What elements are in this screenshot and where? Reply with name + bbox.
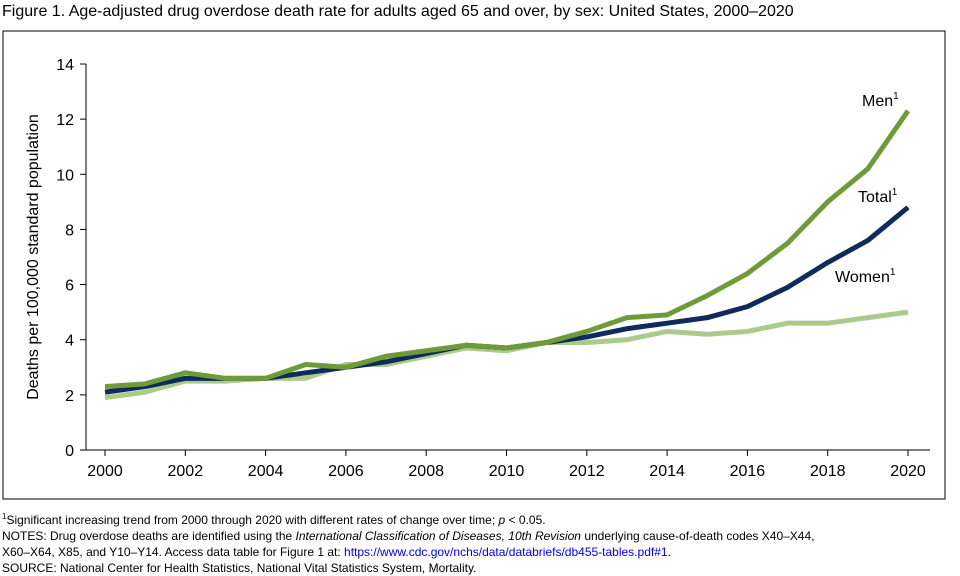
- y-tick-label: 4: [65, 333, 74, 350]
- series-name: Women: [835, 269, 890, 286]
- chart-title: Figure 1. Age-adjusted drug overdose dea…: [2, 3, 794, 20]
- series-label-marker: 1: [892, 187, 898, 198]
- y-tick-label: 12: [56, 112, 74, 129]
- note: SOURCE: National Center for Health Stati…: [2, 561, 476, 575]
- x-tick-label: 2000: [87, 463, 123, 480]
- y-tick-label: 14: [56, 57, 74, 74]
- series-label: Total1: [858, 187, 898, 206]
- series-line: [104, 205, 910, 395]
- chart-frame: [2, 30, 946, 500]
- note-text: NOTES: Drug overdose deaths are identifi…: [2, 529, 296, 543]
- x-tick-label: 2020: [890, 463, 926, 480]
- note-link[interactable]: https://www.cdc.gov/nchs/data/databriefs…: [344, 545, 668, 559]
- series-label-marker: 1: [893, 91, 899, 102]
- note: 1Significant increasing trend from 2000 …: [2, 512, 546, 527]
- note-text: SOURCE: National Center for Health Stati…: [2, 561, 476, 575]
- y-tick-label: 0: [65, 443, 74, 460]
- x-tick-label: 2002: [168, 463, 204, 480]
- x-tick-label: 2012: [569, 463, 605, 480]
- y-tick-label: 10: [56, 167, 74, 184]
- x-tick-label: 2006: [328, 463, 364, 480]
- note: X60–X64, X85, and Y10–Y14. Access data t…: [2, 545, 671, 559]
- note-text: X60–X64, X85, and Y10–Y14. Access data t…: [2, 545, 344, 559]
- x-tick-label: 2008: [408, 463, 444, 480]
- note-text: underlying cause-of-death codes X40–X44,: [581, 529, 815, 543]
- series-label-marker: 1: [890, 267, 896, 278]
- note-marker: 1: [2, 512, 7, 521]
- x-tick-label: 2004: [248, 463, 284, 480]
- note-text: International Classification of Diseases…: [296, 529, 582, 543]
- x-tick-label: 2016: [730, 463, 766, 480]
- series-label: Women1: [835, 267, 896, 286]
- y-axis-label: Deaths per 100,000 standard population: [25, 114, 42, 400]
- series-name: Men: [862, 93, 893, 110]
- series-line: [104, 109, 911, 390]
- y-tick-label: 6: [65, 278, 74, 295]
- note-text: < 0.05.: [505, 513, 545, 527]
- x-tick-label: 2014: [649, 463, 685, 480]
- series-label: Men1: [862, 91, 899, 110]
- y-tick-label: 8: [65, 222, 74, 239]
- x-tick-label: 2010: [489, 463, 525, 480]
- series-line: [104, 309, 909, 401]
- note-text: p: [498, 513, 506, 527]
- note: NOTES: Drug overdose deaths are identifi…: [2, 529, 814, 543]
- series-name: Total: [858, 189, 892, 206]
- notes: 1Significant increasing trend from 2000 …: [2, 512, 814, 575]
- y-tick-label: 2: [65, 388, 74, 405]
- note-text: Significant increasing trend from 2000 t…: [6, 513, 498, 527]
- note-text: .: [668, 545, 671, 559]
- x-tick-label: 2018: [810, 463, 846, 480]
